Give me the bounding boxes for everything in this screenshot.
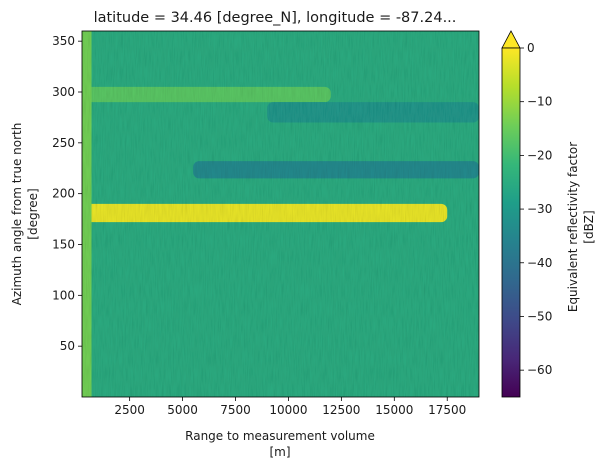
colorbar-bar — [501, 47, 521, 398]
y-tick-label: 300 — [52, 85, 75, 99]
heatmap-feature-3 — [267, 102, 479, 123]
heatmap-plot — [82, 31, 479, 397]
heatmap-feature-2 — [193, 161, 479, 179]
x-tick-label: 5000 — [167, 403, 198, 417]
plot-frame — [81, 30, 480, 398]
x-tick-label: 15000 — [375, 403, 413, 417]
x-tick-label: 17500 — [428, 403, 466, 417]
x-tick-label: 2500 — [114, 403, 145, 417]
y-tick-label: 350 — [52, 34, 75, 48]
y-tick-label: 200 — [52, 187, 75, 201]
colorbar-tick-label: −60 — [527, 363, 552, 377]
colorbar-label: Equivalent reflectivity factor — [566, 142, 580, 312]
chart-title: latitude = 34.46 [degree_N], longitude =… — [94, 10, 457, 26]
colorbar-tick-label: −30 — [527, 202, 552, 216]
x-tick-label: 12500 — [322, 403, 360, 417]
heatmap-feature-1 — [82, 86, 331, 103]
heatmap-feature-0 — [82, 203, 448, 223]
heatmap-feature-4 — [82, 31, 92, 397]
colorbar-tick-label: −40 — [527, 256, 552, 270]
y-tick-label: 50 — [60, 339, 75, 353]
y-axis-label: Azimuth angle from true north — [10, 123, 24, 306]
colorbar-extend-arrow — [501, 30, 521, 49]
x-tick-label: 10000 — [269, 403, 307, 417]
colorbar-tick-label: −10 — [527, 95, 552, 109]
colorbar — [501, 30, 521, 398]
colorbar-unit: [dBZ] — [582, 210, 596, 243]
colorbar-tick-label: −20 — [527, 148, 552, 162]
colorbar-tick-label: −50 — [527, 309, 552, 323]
x-tick-label: 7500 — [220, 403, 251, 417]
colorbar-ticks: 0 −10 −20 −30 −40 −50 −60 — [520, 41, 552, 377]
y-axis-unit: [degree] — [26, 188, 40, 239]
x-axis: 2500 5000 7500 10000 12500 15000 17500 — [114, 397, 466, 417]
y-tick-label: 250 — [52, 136, 75, 150]
colorbar-tick-label: 0 — [527, 41, 535, 55]
x-axis-unit: [m] — [269, 445, 290, 459]
y-tick-label: 150 — [52, 238, 75, 252]
y-axis: 50 100 150 200 250 300 350 — [52, 34, 82, 353]
x-axis-label: Range to measurement volume — [185, 429, 375, 443]
y-tick-label: 100 — [52, 288, 75, 302]
